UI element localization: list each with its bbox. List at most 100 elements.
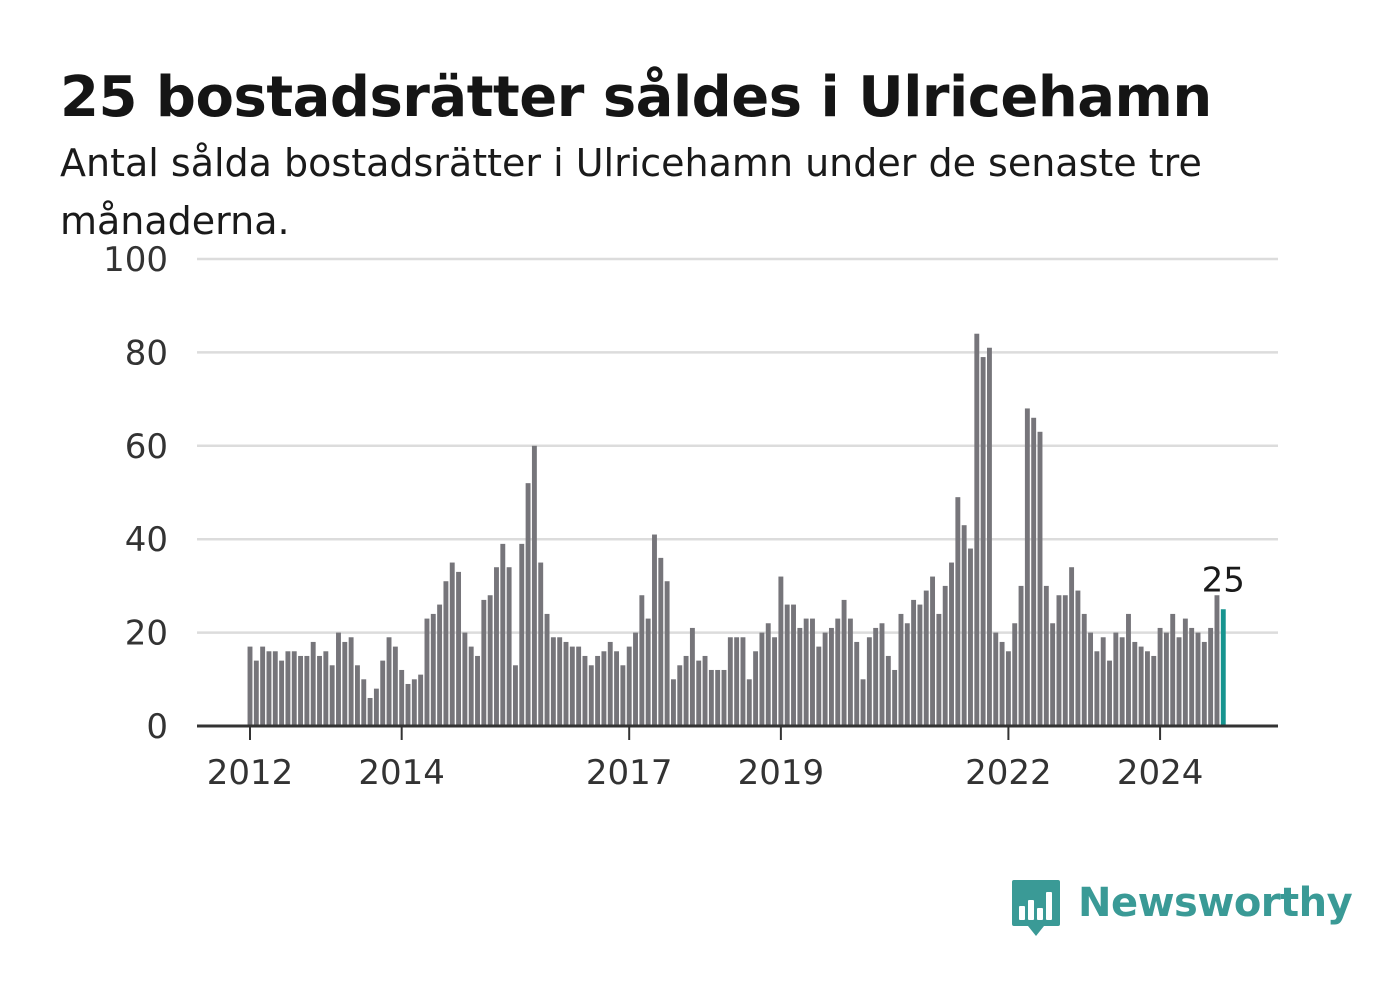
y-tick-label: 0 [146,707,168,747]
bar [1075,590,1081,726]
bar [563,641,569,726]
bar [601,651,607,726]
bar [866,637,872,726]
bar [1005,651,1011,726]
bar [1031,417,1037,726]
bar [576,646,582,726]
bar [525,483,531,726]
last-value-label: 25 [1202,560,1245,600]
bar [626,646,632,726]
bar [1100,637,1106,726]
bar [1107,660,1112,726]
bar [607,641,613,726]
bars [247,333,1226,726]
bar [1126,613,1131,726]
bar [822,632,828,726]
bar [348,637,354,726]
bar [942,585,948,726]
bar [633,632,638,726]
chart-subtitle: Antal sålda bostadsrätter i Ulricehamn u… [60,141,1202,243]
bar [260,646,266,726]
bar [1056,595,1062,726]
bar [531,445,537,726]
bar [544,613,550,726]
bar [550,637,556,726]
y-tick-label: 40 [125,520,168,560]
bar [1176,637,1182,726]
bar [797,627,803,726]
bar [1132,641,1138,726]
bar [784,604,790,726]
bar [253,660,259,726]
bar [317,655,322,726]
bar-highlighted [1220,609,1226,726]
bar [1050,623,1056,726]
bar [658,557,664,726]
bar [475,655,480,726]
bar [538,562,544,726]
bar [437,604,443,726]
bar [778,576,784,726]
bar [291,651,297,726]
x-tick-label: 2024 [1117,753,1204,793]
bar [500,543,506,726]
bar [380,660,386,726]
bar [424,618,430,726]
bar [582,655,588,726]
bar [879,623,885,726]
bar [670,679,676,726]
bar [1170,613,1176,726]
bar [310,641,316,726]
bar [456,571,462,726]
bar [361,679,367,726]
x-axis [197,724,1278,740]
x-tick-label: 2014 [358,753,445,793]
bar [727,637,733,726]
bar [1182,618,1188,726]
bar [715,669,721,726]
bar [961,525,967,726]
bar [885,655,891,726]
bar [759,632,765,726]
bar [494,567,499,726]
bar [557,637,563,726]
bar [892,669,898,726]
y-tick-label: 100 [103,240,168,280]
bar [835,618,841,726]
bar [1144,651,1150,726]
bar [949,562,954,726]
bar [1151,655,1157,726]
bar [367,697,373,726]
bar [304,655,310,726]
bar [1208,627,1214,726]
bar [462,632,468,726]
bar [399,669,405,726]
bar [1088,632,1094,726]
x-tick-label: 2017 [586,753,673,793]
bar [481,599,487,726]
bar [1119,637,1125,726]
bar [285,651,291,726]
bar [354,665,360,726]
bar [373,688,379,726]
bar [873,627,879,726]
bar [430,613,436,726]
bar [519,543,525,726]
bar [1201,641,1207,726]
bar [746,679,752,726]
bar [803,618,809,726]
bar [810,618,815,726]
newsworthy-logo: Newsworthy [1010,878,1353,940]
bar [1081,613,1087,726]
bar [614,651,620,726]
bar [569,646,575,726]
bar [639,595,645,726]
bar [342,641,348,726]
bar [734,637,740,726]
bar [816,646,822,726]
bar [708,669,714,726]
bar [323,651,329,726]
bar [1157,627,1163,726]
bar [1214,595,1220,726]
bar [1163,632,1169,726]
